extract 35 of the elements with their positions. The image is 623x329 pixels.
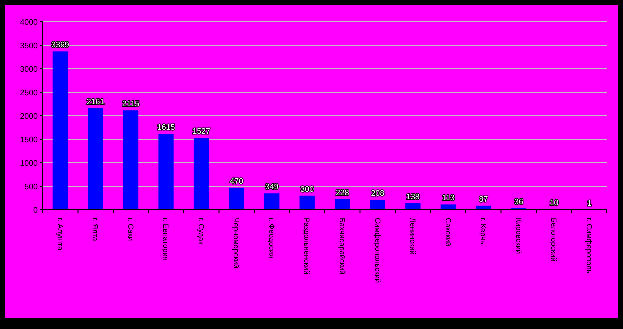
bar xyxy=(123,110,139,210)
data-label: 300 xyxy=(300,184,315,194)
data-label: 10 xyxy=(550,198,560,208)
y-tick-label: 2500 xyxy=(20,88,39,98)
data-label: 113 xyxy=(442,194,456,203)
bar xyxy=(300,196,315,210)
bar xyxy=(264,194,280,210)
bar xyxy=(440,204,456,210)
data-label: 1 xyxy=(587,198,592,208)
y-tick-label: 2000 xyxy=(20,112,39,121)
data-label: 2161 xyxy=(86,97,106,106)
bar xyxy=(335,199,350,210)
data-label: 2115 xyxy=(122,100,140,109)
bar xyxy=(52,52,68,210)
y-tick-label: 1500 xyxy=(20,135,39,144)
bar xyxy=(229,188,244,210)
data-label: 138 xyxy=(406,192,420,202)
data-label: 87 xyxy=(479,194,489,204)
y-tick-label: 3000 xyxy=(20,64,39,74)
bar xyxy=(88,108,104,210)
y-tick-label: 0 xyxy=(34,206,39,215)
data-label: 470 xyxy=(230,176,244,186)
y-tick-label: 1000 xyxy=(20,158,39,168)
data-label: 1615 xyxy=(157,123,176,132)
data-label: 228 xyxy=(336,188,350,198)
bar xyxy=(158,134,174,210)
bar xyxy=(194,138,210,210)
y-tick-label: 3500 xyxy=(20,41,39,50)
data-label: 208 xyxy=(371,189,386,198)
bar xyxy=(406,204,421,210)
bar xyxy=(370,200,386,210)
data-label: 36 xyxy=(514,197,524,206)
y-tick-label: 4000 xyxy=(20,18,39,27)
data-label: 1527 xyxy=(192,127,211,136)
y-tick-label: 500 xyxy=(24,182,39,192)
